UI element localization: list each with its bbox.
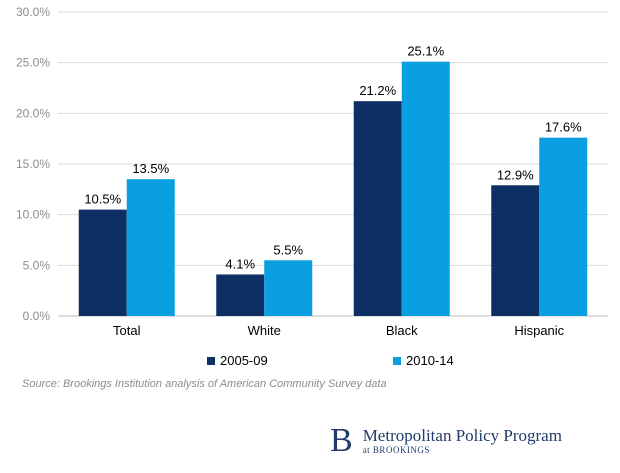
- y-tick-label: 10.0%: [16, 208, 50, 222]
- logo-subtitle: at BROOKINGS: [362, 445, 430, 456]
- data-label: 4.1%: [225, 256, 255, 271]
- bar-2010-14-total: [126, 179, 175, 316]
- bar-2005-09-hispanic: [491, 185, 540, 316]
- legend-swatch-2010-14: [393, 356, 401, 365]
- y-tick-label: 30.0%: [16, 5, 50, 19]
- legend-item-2005-09: 2005-09: [207, 353, 268, 368]
- bar-2005-09-total: [78, 209, 127, 316]
- data-label: 13.5%: [132, 161, 169, 176]
- logo-mark: B: [330, 422, 353, 459]
- legend-label-2005-09: 2005-09: [220, 353, 268, 368]
- bar-2005-09-black: [353, 101, 402, 316]
- bar-2005-09-white: [216, 274, 265, 316]
- source-note: Source: Brookings Institution analysis o…: [22, 378, 387, 390]
- bar-2010-14-hispanic: [539, 137, 588, 316]
- legend: 2005-09 2010-14: [0, 353, 620, 369]
- x-category-label: Total: [113, 323, 141, 338]
- data-label: 21.2%: [359, 83, 396, 98]
- x-category-label: Hispanic: [514, 323, 564, 338]
- data-label: 25.1%: [407, 44, 444, 59]
- y-tick-label: 15.0%: [16, 157, 50, 171]
- bar-2010-14-white: [264, 260, 313, 316]
- y-tick-label: 5.0%: [23, 258, 51, 272]
- data-label: 5.5%: [273, 242, 303, 257]
- legend-item-2010-14: 2010-14: [393, 353, 454, 368]
- data-label: 17.6%: [545, 120, 582, 135]
- data-label: 10.5%: [84, 192, 121, 207]
- y-tick-label: 0.0%: [23, 309, 51, 323]
- x-category-label: Black: [386, 323, 418, 338]
- bar-chart: 0.0% 5.0% 10.0% 15.0% 20.0% 25.0% 30.0% 10.5% 13…: [16, 5, 608, 338]
- legend-label-2010-14: 2010-14: [406, 353, 454, 368]
- logo-title: Metropolitan Policy Program: [362, 425, 562, 445]
- bar-2010-14-black: [401, 61, 450, 316]
- brookings-logo: B Metropolitan Policy Program at BROOKIN…: [330, 424, 562, 458]
- legend-swatch-2005-09: [207, 356, 215, 365]
- data-label: 12.9%: [497, 167, 534, 182]
- y-tick-label: 25.0%: [16, 56, 50, 70]
- y-tick-label: 20.0%: [16, 106, 50, 120]
- x-category-label: White: [248, 323, 281, 338]
